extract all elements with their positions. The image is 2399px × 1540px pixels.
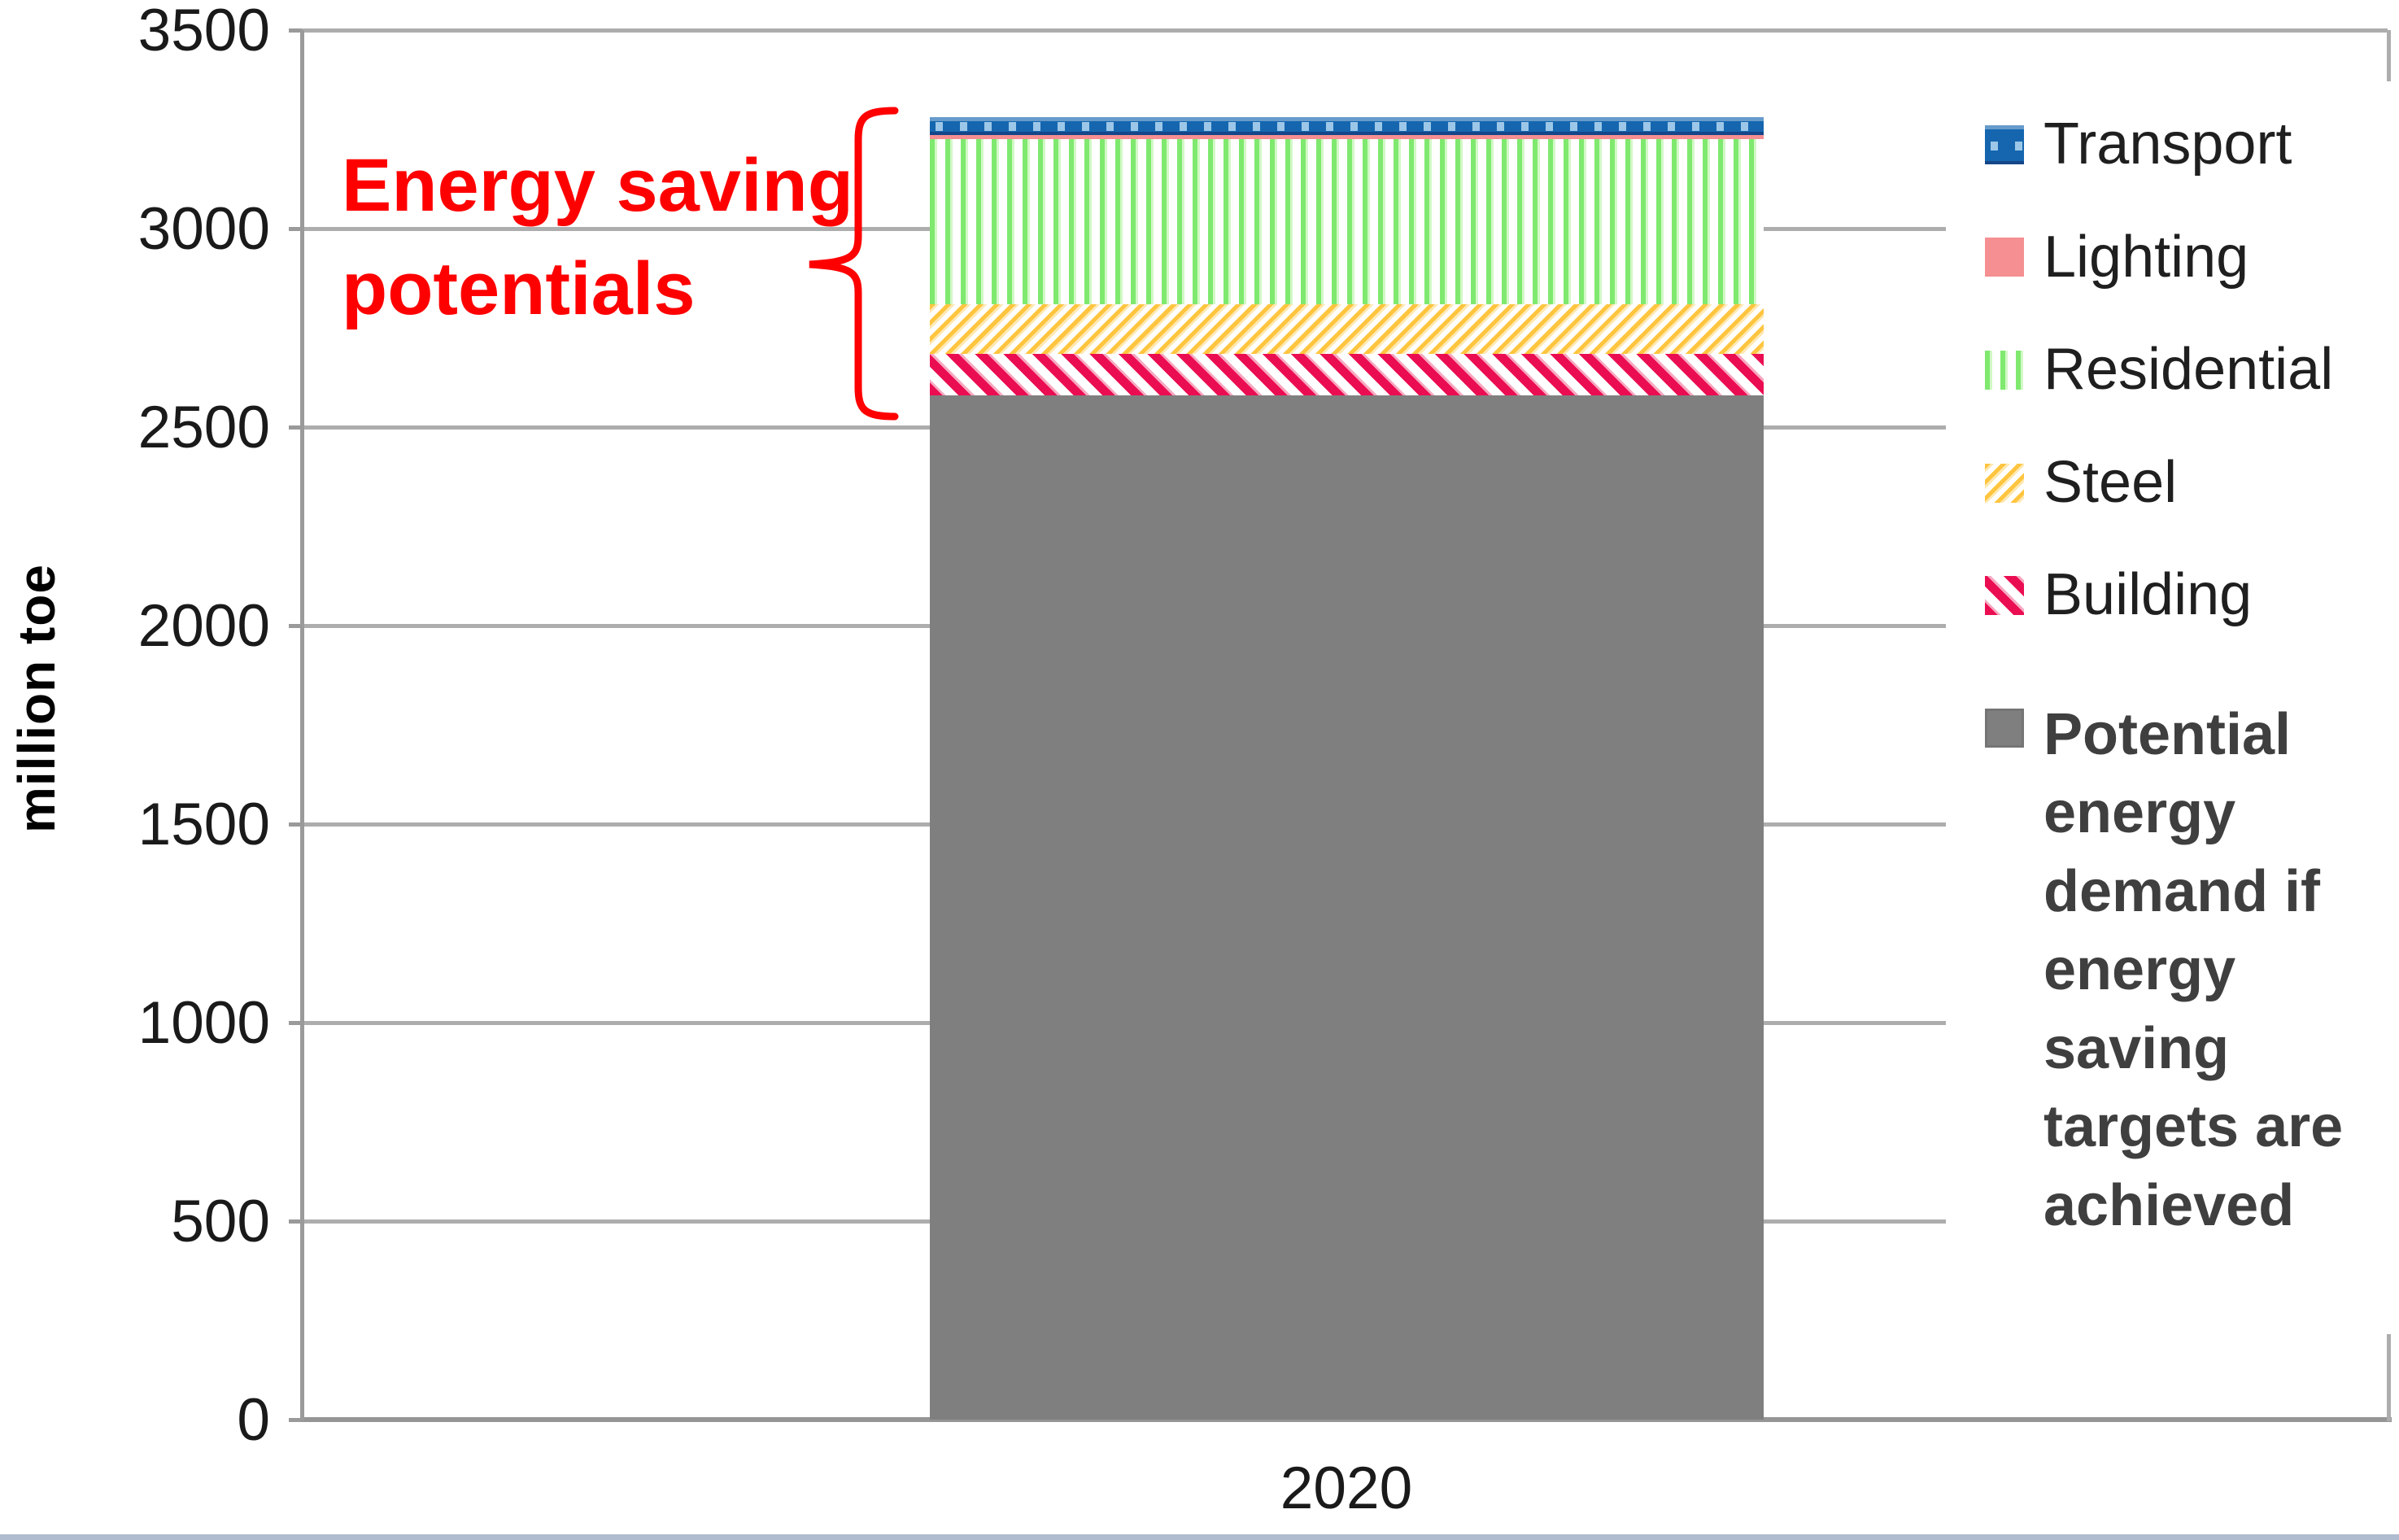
y-axis-tick-3000 [289,226,302,231]
legend: Transport Lighting Residential Steel Buildin… [1946,81,2392,1334]
legend-swatch-steel [1985,463,2024,503]
bottom-edge-strip [0,1534,2399,1540]
bar-segment-steel [930,303,1764,354]
legend-label-residential: Residential [2044,337,2334,403]
y-axis-tick-2000 [289,623,302,628]
legend-item-residential: Residential [1985,339,2392,401]
annotation-line-2: potentials [342,246,696,330]
legend-label-steel: Steel [2044,449,2178,515]
y-axis-tick-1500 [289,822,302,827]
legend-label-building: Building [2044,562,2253,628]
legend-swatch-residential [1985,350,2024,390]
legend-item-building: Building [1985,565,2392,626]
y-axis-tick-0 [289,1417,302,1422]
y-tick-label-1000: 1000 [137,990,270,1056]
y-tick-label-2500: 2500 [137,395,270,460]
bar-segment-lighting [930,135,1764,140]
annotation-line-1: Energy saving [342,144,853,227]
y-tick-label-2000: 2000 [137,593,270,659]
legend-item-transport: Transport [1985,111,2392,177]
bar-segment-building [930,353,1764,395]
bar-segment-demand [930,395,1764,1420]
y-tick-label-0: 0 [237,1387,270,1453]
y-tick-label-1500: 1500 [137,792,270,857]
bar-segment-transport [930,117,1764,136]
legend-swatch-demand [1985,708,2024,748]
legend-swatch-transport [1985,124,2024,164]
legend-swatch-building [1985,576,2024,616]
y-axis-tick-500 [289,1219,302,1224]
y-axis-tick-1000 [289,1020,302,1025]
legend-label-transport: Transport [2044,111,2292,177]
y-tick-label-500: 500 [171,1189,270,1254]
y-axis-tick-2500 [289,425,302,430]
legend-swatch-lighting [1985,238,2024,277]
y-axis-tick-3500 [289,28,302,33]
energy-saving-annotation: Energy saving potentials [342,134,853,341]
legend-item-steel: Steel [1985,452,2392,514]
legend-label-lighting: Lighting [2044,224,2249,290]
y-axis-line [300,30,304,1421]
y-tick-label-3000: 3000 [137,196,270,262]
legend-label-demand: Potential energy demand if energy saving… [2044,701,2344,1238]
legend-item-demand: Potential energy demand if energy saving… [1985,696,2392,1245]
x-axis-line [302,1417,2392,1422]
legend-item-lighting: Lighting [1985,224,2392,290]
bar-segment-residential [930,139,1764,304]
curly-brace [809,107,899,421]
y-tick-label-3500: 3500 [137,0,270,63]
x-axis-tick-label: 2020 [1280,1455,1413,1521]
y-axis-title: million toe [7,564,66,833]
gridline-3500 [302,28,2388,33]
